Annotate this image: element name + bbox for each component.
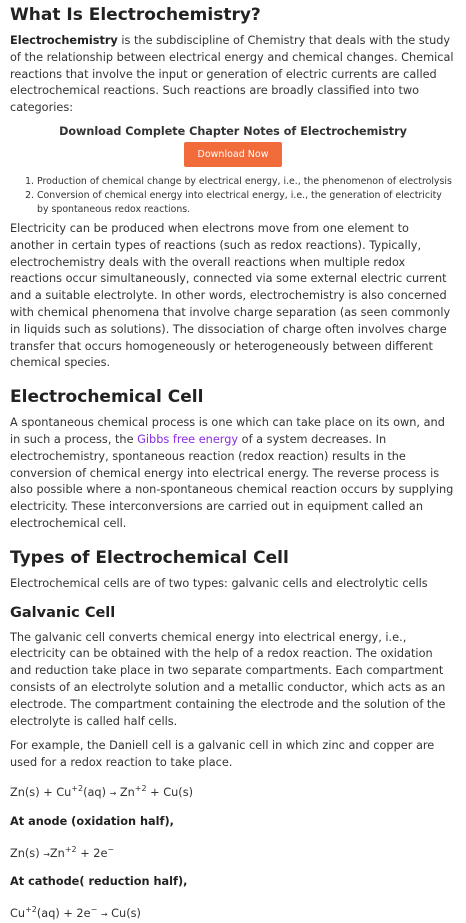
list-item: Production of chemical change by electri… [37, 175, 456, 189]
cta-title: Download Complete Chapter Notes of Elect… [59, 124, 407, 138]
term-electrochemistry: Electrochemistry [10, 34, 118, 47]
cathode-equation: Cu+2(aq) + 2e− → Cu(s) [10, 905, 141, 921]
intro-paragraph: Electrochemistry is the subdiscipline of… [10, 34, 454, 115]
section-title-types: Types of Electrochemical Cell [10, 547, 289, 568]
anode-equation: Zn(s) →Zn+2 + 2e− [10, 844, 115, 860]
cathode-label: At cathode( reduction half), [10, 875, 188, 889]
arrow-icon: → [43, 849, 50, 859]
list-item: Conversion of chemical energy into elect… [37, 189, 456, 217]
intro-paragraph-2: Electricity can be produced when electro… [10, 221, 451, 370]
cell-paragraph: A spontaneous chemical process is one wh… [10, 416, 454, 530]
categories-list: Production of chemical change by electri… [10, 175, 456, 217]
download-cta: Download Complete Chapter Notes of Elect… [10, 125, 456, 167]
section-title-electrochemical-cell: Electrochemical Cell [10, 387, 204, 408]
arrow-icon: → [109, 788, 117, 798]
download-now-button[interactable]: Download Now [183, 141, 283, 167]
page-title: What Is Electrochemistry? [10, 5, 261, 25]
daniell-paragraph: For example, the Daniell cell is a galva… [10, 739, 435, 770]
overall-equation: Zn(s) + Cu+2(aq) → Zn+2 + Cu(s) [10, 783, 193, 799]
galvanic-paragraph: The galvanic cell converts chemical ener… [10, 630, 446, 728]
anode-label: At anode (oxidation half), [10, 814, 174, 828]
arrow-icon: → [100, 910, 108, 920]
gibbs-free-energy-link[interactable]: Gibbs free energy [137, 432, 239, 446]
section-title-galvanic-cell: Galvanic Cell [10, 604, 116, 621]
types-paragraph: Electrochemical cells are of two types: … [10, 576, 428, 590]
